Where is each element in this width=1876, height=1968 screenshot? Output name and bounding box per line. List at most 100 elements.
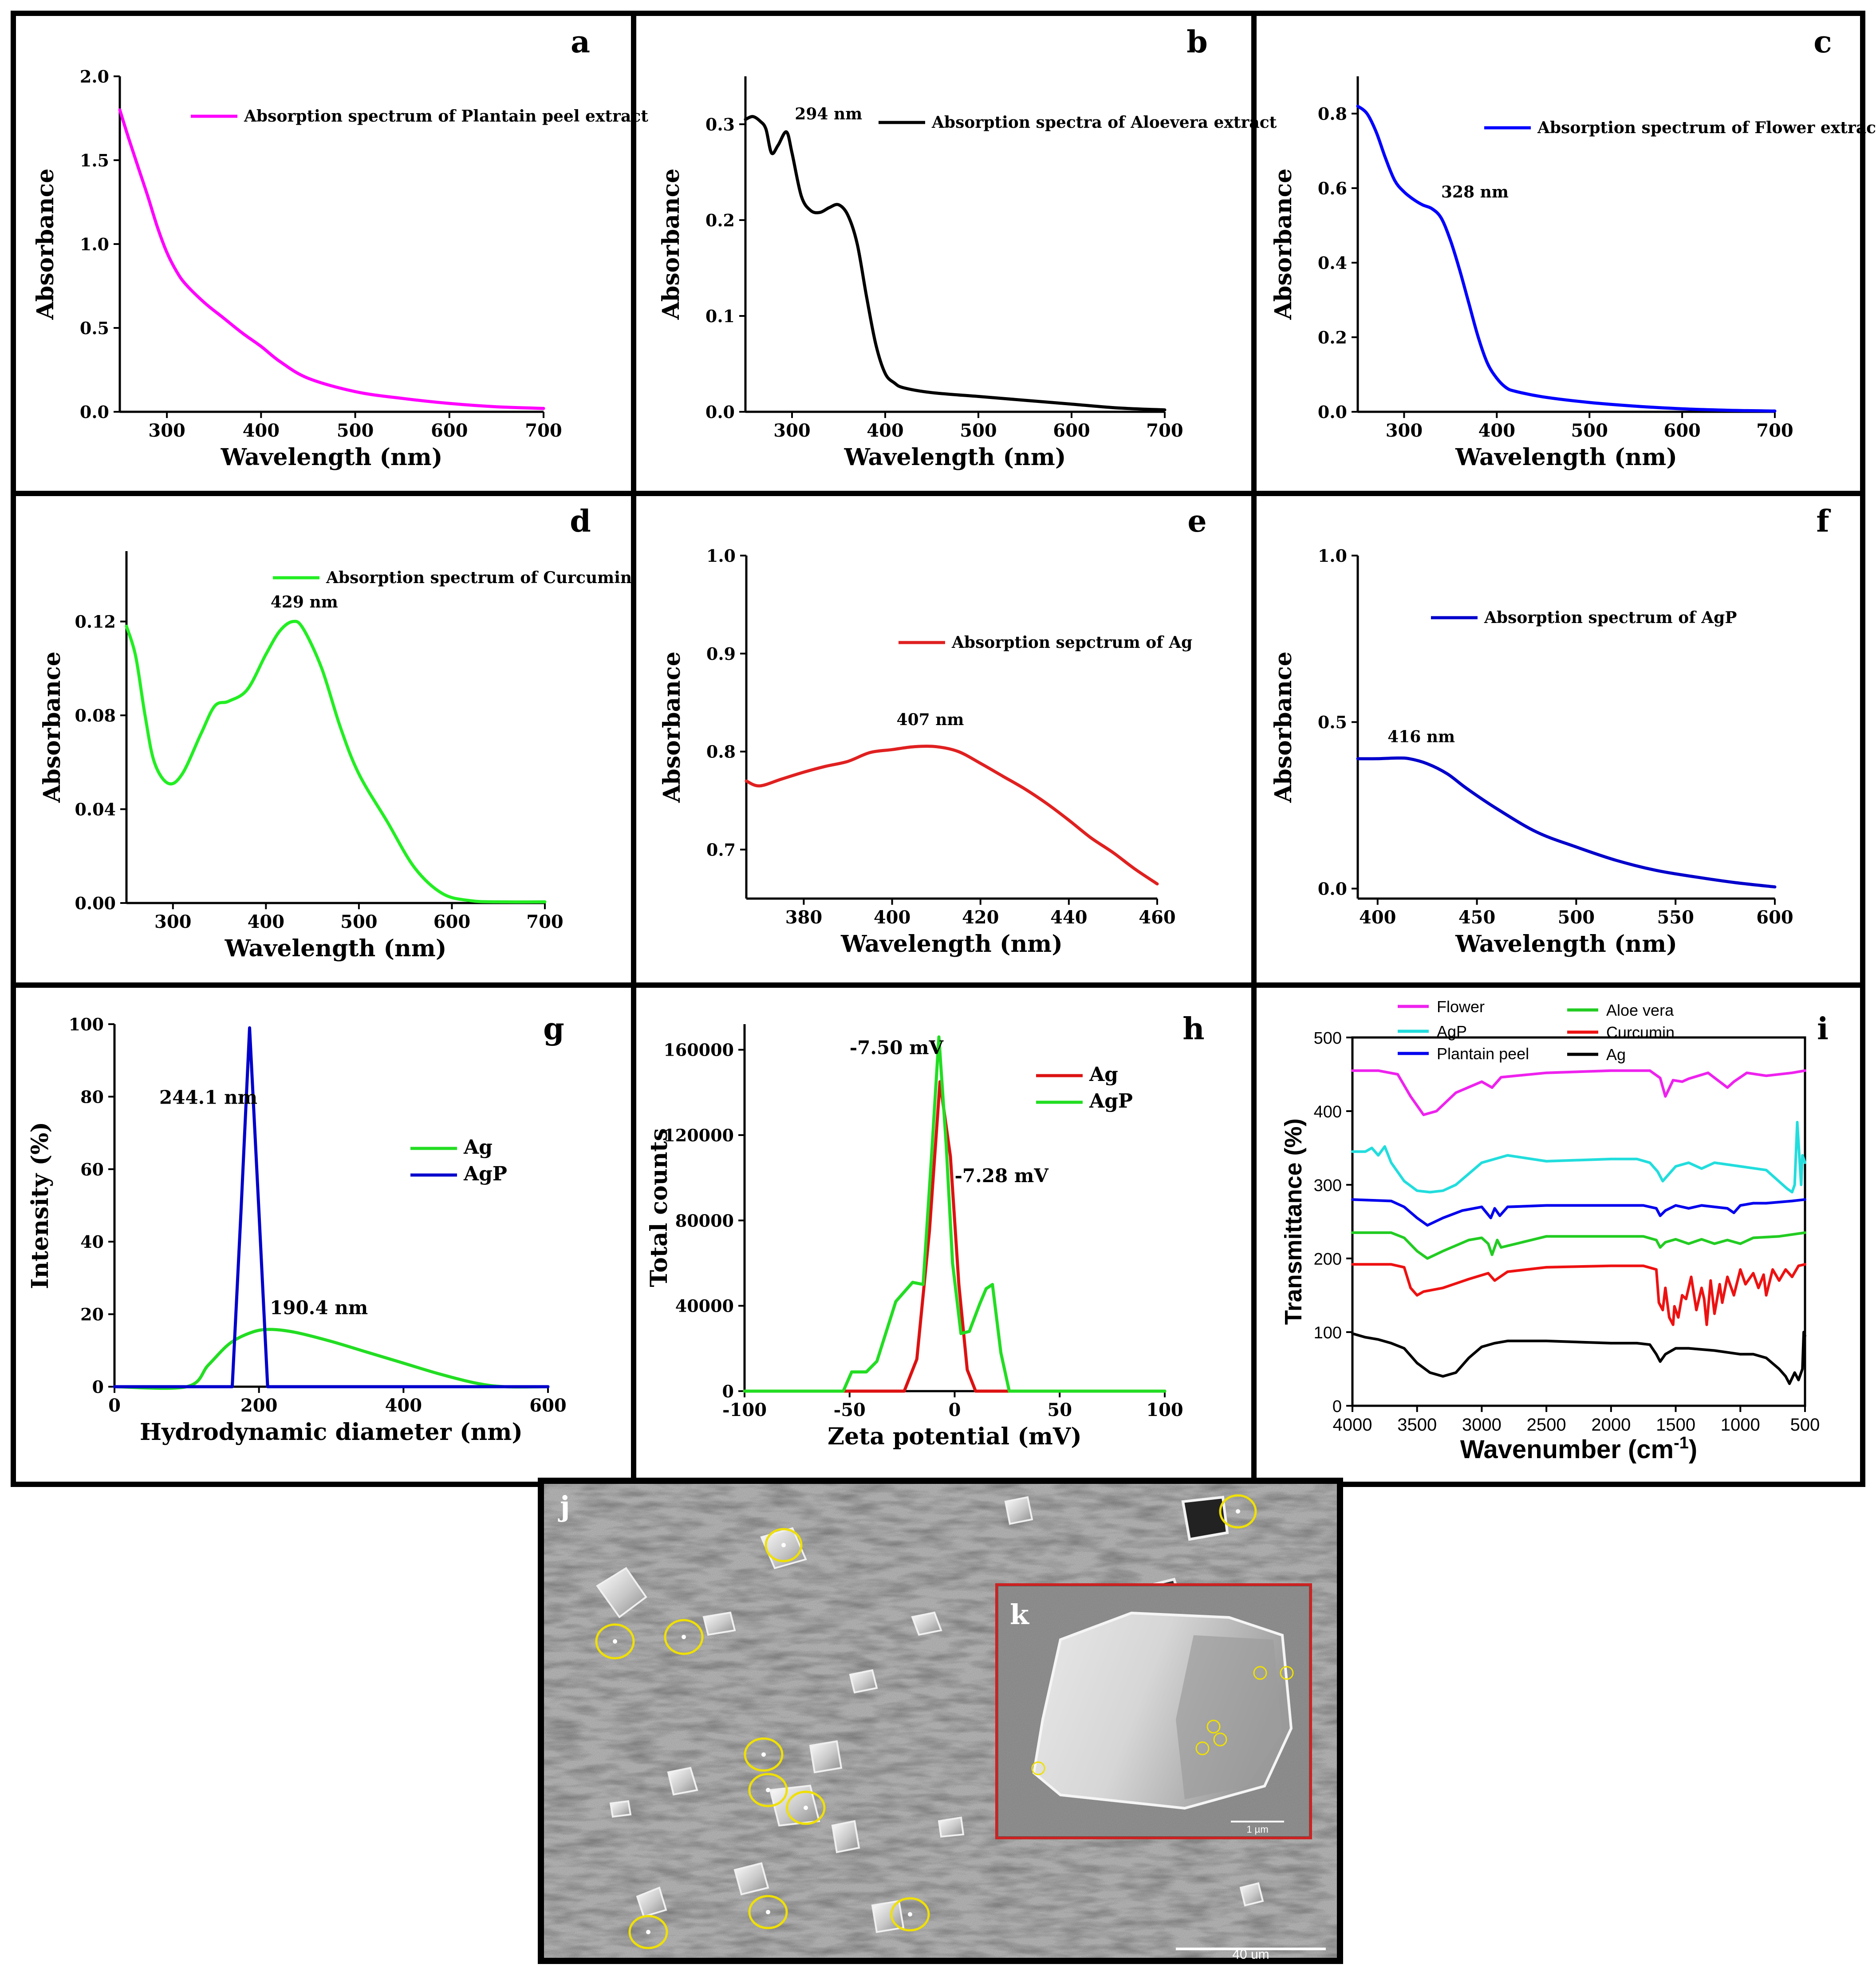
x-axis-label-paren: ) bbox=[1689, 1435, 1697, 1464]
annotation-label: 244.1 nm bbox=[159, 1087, 257, 1108]
x-tick-label: 700 bbox=[1756, 420, 1793, 441]
x-tick-label: 300 bbox=[773, 420, 811, 441]
panel-label-d: d bbox=[570, 504, 591, 539]
x-axis-label: Zeta potential (mV) bbox=[828, 1423, 1082, 1450]
y-axis-label: Absorbance bbox=[658, 651, 686, 803]
y-tick-label: 0 bbox=[1332, 1397, 1342, 1416]
y-tick-label: 120000 bbox=[663, 1125, 734, 1145]
legend-label: Flower bbox=[1437, 998, 1485, 1016]
charts: 300 400 500 600 7000.00.51.01.52.0Wavelength… bbox=[27, 24, 1876, 1464]
x-axis-label: Wavelength (nm) bbox=[844, 444, 1066, 471]
y-axis-label: Absorbance bbox=[1270, 169, 1297, 320]
nanoparticle-markers-k bbox=[1031, 1666, 1294, 1775]
x-tick-label: 1500 bbox=[1656, 1415, 1695, 1435]
y-tick-label: 0.8 bbox=[1318, 104, 1347, 124]
y-tick-label: 0.00 bbox=[75, 893, 116, 913]
y-tick-label: 400 bbox=[1314, 1103, 1342, 1121]
legend-label: Absorption spectrum of Curcumin bbox=[326, 568, 632, 587]
x-axis-label: Wavenumber (cm-1) bbox=[1460, 1434, 1697, 1464]
panel-label-a: a bbox=[571, 24, 590, 60]
y-tick-label: 0 bbox=[92, 1377, 104, 1397]
x-tick-label: 420 bbox=[962, 907, 999, 928]
series-line-agp bbox=[743, 1035, 1167, 1393]
y-tick-label: 0.2 bbox=[705, 210, 735, 230]
y-tick-label: 0.0 bbox=[1318, 402, 1347, 422]
x-tick-label: 400 bbox=[243, 420, 280, 441]
x-tick-label: 100 bbox=[1146, 1400, 1183, 1420]
panel-frame bbox=[1251, 982, 1865, 1487]
x-axis-label: Wavelength (nm) bbox=[1455, 444, 1677, 471]
y-tick-label: 0.0 bbox=[80, 402, 109, 422]
x-tick-label: 400 bbox=[248, 911, 285, 932]
y-tick-label: 100 bbox=[69, 1014, 104, 1034]
y-tick-label: 200 bbox=[1314, 1250, 1342, 1269]
panel-frames bbox=[11, 11, 1865, 1487]
series-line-agp bbox=[113, 1026, 550, 1388]
crystal-facet bbox=[1176, 1635, 1282, 1799]
x-axis-label: Hydrodynamic diameter (nm) bbox=[140, 1419, 523, 1446]
x-tick-label: 400 bbox=[874, 907, 911, 928]
y-tick-label: 0.04 bbox=[75, 800, 116, 820]
y-tick-label: 0.3 bbox=[705, 114, 735, 134]
legend-label: Ag bbox=[1606, 1045, 1626, 1064]
y-tick-label: 0.7 bbox=[706, 840, 736, 860]
x-tick-label: 700 bbox=[526, 911, 564, 932]
y-tick-label: 1.5 bbox=[80, 150, 109, 170]
y-tick-label: 80 bbox=[80, 1087, 104, 1107]
y-axis-label: Absorbance bbox=[1270, 651, 1297, 803]
x-tick-label: 400 bbox=[1478, 420, 1516, 441]
annotation-label: 407 nm bbox=[897, 710, 964, 729]
y-tick-label: 40000 bbox=[675, 1296, 734, 1316]
x-tick-label: 200 bbox=[240, 1395, 278, 1416]
panel-label-g: g bbox=[543, 1011, 564, 1047]
y-tick-label: 0.12 bbox=[75, 612, 116, 632]
series-line-flower bbox=[1351, 1069, 1806, 1116]
x-tick-label: 460 bbox=[1139, 907, 1176, 928]
x-tick-label: 500 bbox=[960, 420, 997, 441]
y-tick-label: 0.5 bbox=[1318, 712, 1347, 732]
plot-frame bbox=[1351, 1036, 1806, 1407]
panel-label-h: h bbox=[1182, 1011, 1204, 1047]
legend-label: Aloe vera bbox=[1606, 1001, 1674, 1019]
x-tick-label: 400 bbox=[867, 420, 904, 441]
chart-h: -100 -50 0 50 100 0 40000 80000 120000 160000 Zeta… bbox=[646, 1011, 1205, 1450]
panel-label-c: c bbox=[1813, 24, 1832, 60]
annotation-label: 416 nm bbox=[1387, 727, 1455, 746]
chart-c: 300 400 500 600 700 0.0 0.2 0.4 0.6 0.8 Wavelength… bbox=[1270, 24, 1876, 471]
y-tick-label: 1.0 bbox=[706, 546, 736, 566]
x-axis-label: Wavelength (nm) bbox=[225, 935, 447, 962]
x-axis-label: Wavelength (nm) bbox=[221, 444, 443, 471]
y-tick-label: 300 bbox=[1314, 1176, 1342, 1195]
panel-label-i: i bbox=[1817, 1011, 1829, 1047]
x-tick-label: 3000 bbox=[1462, 1415, 1502, 1435]
x-tick-label: 300 bbox=[154, 911, 192, 932]
x-axis-label-superscript: -1 bbox=[1674, 1434, 1689, 1452]
y-tick-label: 0.1 bbox=[705, 306, 735, 326]
x-tick-label: 400 bbox=[1359, 907, 1396, 928]
x-tick-label: 500 bbox=[340, 911, 378, 932]
panel-label-j: j bbox=[558, 1490, 570, 1522]
y-tick-label: 20 bbox=[80, 1305, 104, 1325]
x-axis-label: Wavelength (nm) bbox=[1455, 931, 1677, 958]
legend-label: Ag bbox=[463, 1136, 493, 1159]
crystal bbox=[1181, 1495, 1229, 1541]
y-tick-label: 1.0 bbox=[80, 234, 109, 254]
nanoparticle-dots bbox=[613, 1509, 1240, 1934]
x-tick-label: 0 bbox=[949, 1400, 961, 1420]
y-tick-label: 500 bbox=[1314, 1029, 1342, 1048]
x-tick-label: 3500 bbox=[1397, 1415, 1437, 1435]
y-tick-label: 0.2 bbox=[1318, 327, 1347, 347]
chart-e: 380 400 420 440 460 0.7 0.8 0.9 1.0 Wavelength (n… bbox=[658, 504, 1207, 958]
x-tick-label: -50 bbox=[834, 1400, 866, 1420]
x-tick-label: 600 bbox=[1663, 420, 1701, 441]
series-line-absorption-spectra-of-aloevera-extract bbox=[744, 115, 1167, 412]
legend-label: Ag bbox=[1089, 1063, 1118, 1086]
y-tick-label: 0.4 bbox=[1318, 253, 1347, 273]
y-tick-label: 1.0 bbox=[1318, 546, 1347, 566]
x-tick-label: 0 bbox=[108, 1395, 121, 1416]
y-tick-label: 100 bbox=[1314, 1324, 1342, 1342]
annotation-label: -7.28 mV bbox=[955, 1165, 1049, 1187]
x-tick-label: 500 bbox=[1790, 1415, 1820, 1435]
panel-label-b: b bbox=[1186, 24, 1208, 60]
